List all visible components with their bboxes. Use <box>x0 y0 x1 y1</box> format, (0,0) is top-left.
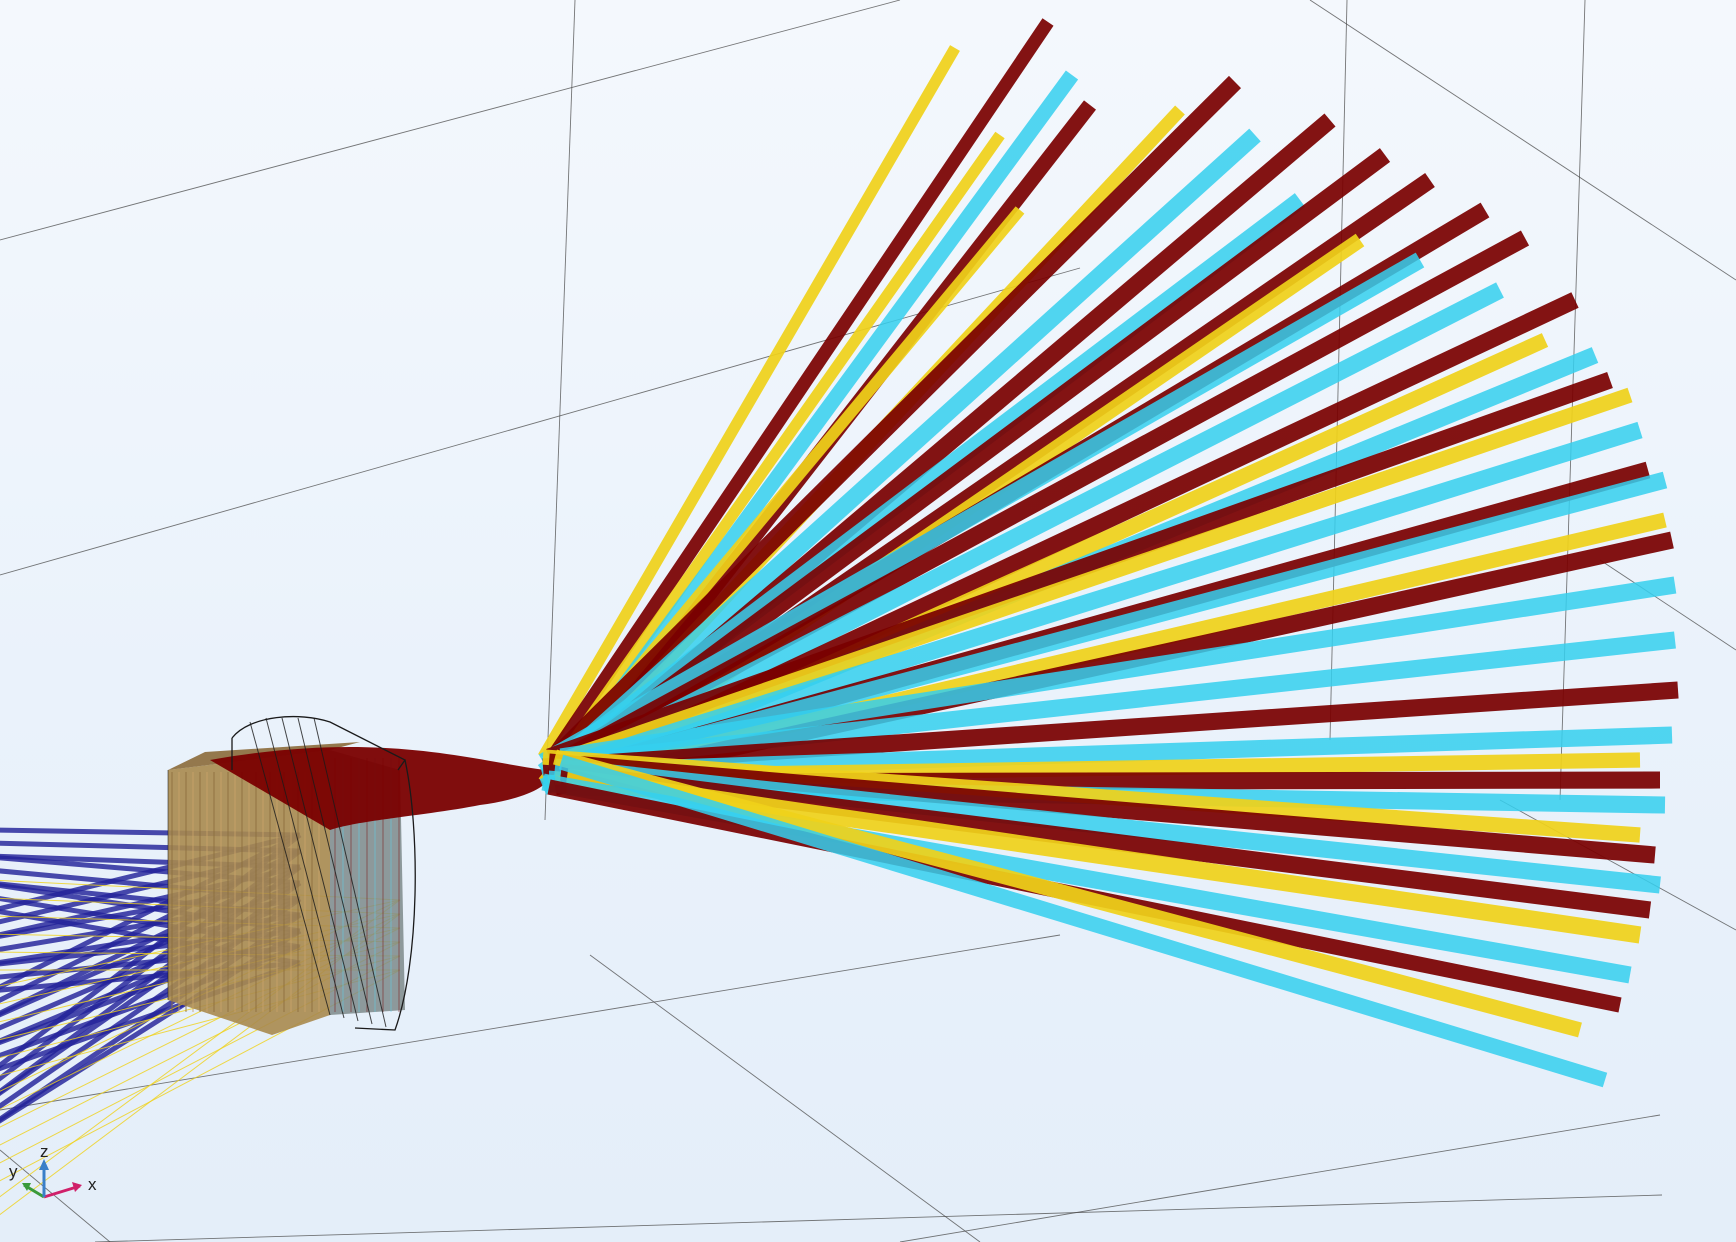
lens-right-arc <box>354 759 416 1031</box>
outgoing-ray-fan <box>210 18 1679 1088</box>
grid-line <box>0 934 1061 1111</box>
y-axis-label: y <box>9 1162 18 1181</box>
grid-line <box>544 0 576 821</box>
grid-line <box>899 1114 1661 1242</box>
grid-line <box>0 0 901 241</box>
fan-ray-cyan <box>555 128 1261 769</box>
fan-ray-yellow <box>550 131 1005 771</box>
fan-ray-cyan <box>566 631 1676 771</box>
y-axis-arrowhead <box>22 1183 31 1191</box>
fan-ray-dark-red <box>544 230 1530 775</box>
grid-line <box>1599 559 1736 651</box>
fan-ray-cyan <box>537 193 1306 779</box>
fan-ray-dark-red <box>543 18 1054 766</box>
fan-ray-cyan <box>558 421 1643 776</box>
lens-wire-line <box>281 717 359 1022</box>
grid-line <box>94 1194 1663 1242</box>
grid-line <box>1309 0 1736 281</box>
fan-ray-yellow <box>538 45 960 760</box>
fan-ray-dark-red <box>546 371 1613 766</box>
fan-ray-dark-red <box>542 681 1679 776</box>
z-axis-arrowhead <box>39 1159 49 1170</box>
fan-ray-cyan <box>559 576 1677 766</box>
x-axis-arrowhead <box>72 1182 82 1192</box>
lens-wireframe-outline <box>167 715 416 1031</box>
fan-ray-dark-red <box>548 75 1242 764</box>
grid-line <box>589 954 981 1242</box>
fan-ray-yellow <box>552 387 1633 770</box>
lens-top-arc <box>231 715 406 771</box>
z-axis-label: z <box>40 1142 49 1161</box>
x-axis-label: x <box>88 1175 97 1194</box>
fan-ray-cyan <box>558 754 1608 1088</box>
lens-wire-line <box>297 717 373 1025</box>
fan-ray-cyan <box>538 252 1425 770</box>
lens-wire-line <box>313 717 387 1028</box>
grid-line <box>0 1149 111 1242</box>
lens-wire-line <box>249 721 331 1016</box>
lens-wire-line <box>265 717 345 1019</box>
axis-orientation-triad: x y z <box>9 1142 97 1199</box>
fan-ray-yellow <box>553 749 1582 1038</box>
